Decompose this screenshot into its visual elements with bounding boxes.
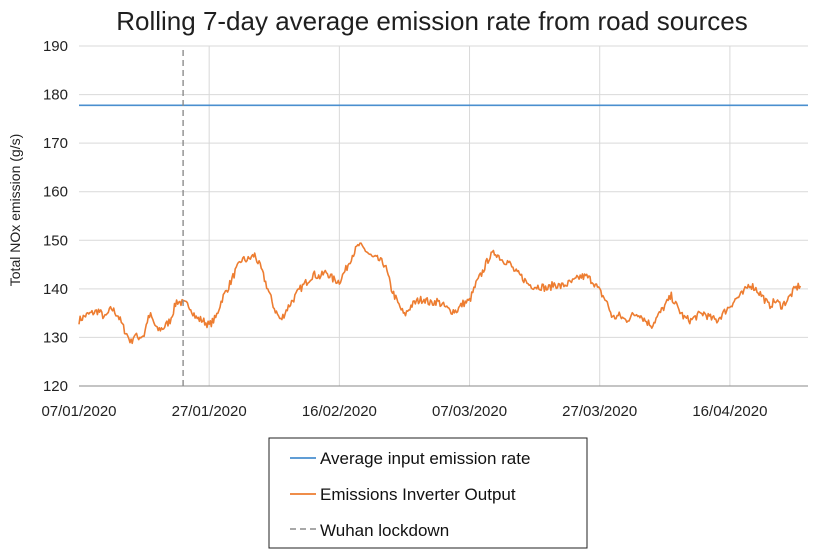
y-tick-label: 160 [43, 184, 68, 201]
gridlines [79, 45, 808, 386]
y-axis-label: Total NOx emission (g/s) [7, 134, 23, 286]
legend-label-average-input: Average input emission rate [320, 449, 530, 468]
y-tick-label: 190 [43, 38, 68, 55]
x-tick-label: 27/01/2020 [172, 403, 247, 420]
y-tick-label: 130 [43, 329, 68, 346]
x-tick-label: 07/03/2020 [432, 403, 507, 420]
y-tick-label: 140 [43, 281, 68, 298]
chart-title: Rolling 7-day average emission rate from… [116, 6, 748, 36]
y-tick-label: 150 [43, 232, 68, 249]
x-axis-ticks: 07/01/2020 27/01/2020 16/02/2020 07/03/2020… [41, 403, 767, 420]
y-tick-label: 170 [43, 135, 68, 152]
x-tick-label: 27/03/2020 [562, 403, 637, 420]
y-tick-label: 180 [43, 87, 68, 104]
y-tick-label: 120 [43, 378, 68, 395]
series-inverter-output-line [78, 242, 802, 345]
x-tick-label: 16/02/2020 [302, 403, 377, 420]
x-tick-label: 16/04/2020 [692, 403, 767, 420]
legend: Average input emission rate Emissions In… [268, 437, 588, 549]
y-axis-ticks: 120 130 140 150 160 170 180 190 [43, 38, 68, 395]
legend-label-wuhan-lockdown: Wuhan lockdown [320, 521, 449, 540]
x-tick-label: 07/01/2020 [41, 403, 116, 420]
legend-box [268, 437, 588, 549]
legend-label-inverter-output: Emissions Inverter Output [320, 485, 516, 504]
series-layer [78, 46, 808, 386]
